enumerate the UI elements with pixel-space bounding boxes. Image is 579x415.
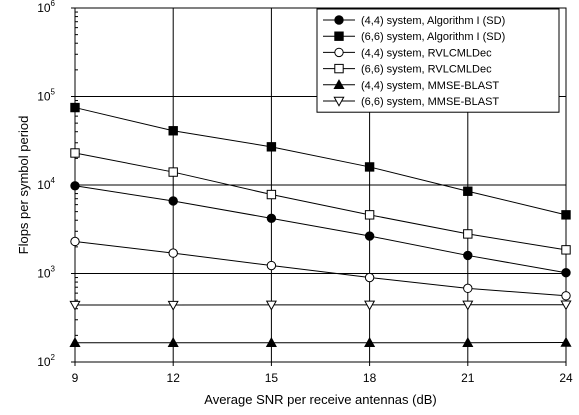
- y-tick-label: 106: [37, 0, 55, 15]
- series-2: [71, 237, 570, 300]
- data-point: [365, 232, 373, 240]
- series-3: [71, 149, 570, 254]
- data-point: [561, 338, 570, 346]
- data-point: [464, 251, 472, 259]
- data-point: [267, 143, 275, 151]
- data-point: [562, 292, 570, 300]
- legend-label: (4,4) system, Algorithm I (SD): [361, 15, 505, 27]
- data-point: [169, 249, 177, 257]
- legend-marker: [335, 32, 343, 40]
- data-point: [365, 211, 373, 219]
- y-axis-label: Flops per symbol period: [16, 116, 31, 255]
- legend-marker: [335, 16, 343, 24]
- y-tick-label: 103: [37, 265, 55, 281]
- data-point: [562, 211, 570, 219]
- x-tick-label: 24: [559, 371, 573, 385]
- y-tick-label: 102: [37, 353, 55, 369]
- legend-label: (6,6) system, RVLCMLDec: [361, 64, 492, 76]
- data-point: [71, 182, 79, 190]
- series-4: [70, 338, 570, 347]
- data-point: [169, 197, 177, 205]
- y-tick-label: 104: [37, 176, 55, 192]
- data-point: [365, 163, 373, 171]
- data-point: [562, 269, 570, 277]
- series-line: [75, 108, 566, 215]
- data-point: [464, 230, 472, 238]
- series-5: [70, 301, 570, 310]
- y-tick-label: 105: [37, 88, 55, 104]
- series-1: [71, 103, 570, 219]
- legend-marker: [335, 48, 343, 56]
- data-point: [267, 190, 275, 198]
- x-tick-label: 18: [363, 371, 377, 385]
- data-point: [71, 237, 79, 245]
- data-point: [267, 261, 275, 269]
- legend-label: (4,4) system, RVLCMLDec: [361, 47, 492, 59]
- x-tick-label: 21: [461, 371, 475, 385]
- series-line: [75, 153, 566, 250]
- data-point: [562, 246, 570, 254]
- legend: (4,4) system, Algorithm I (SD) (6,6) syst…: [317, 9, 559, 112]
- data-point: [169, 127, 177, 135]
- legend-label: (6,6) system, Algorithm I (SD): [361, 31, 505, 43]
- series-line: [75, 241, 566, 295]
- x-axis-label: Average SNR per receive antennas (dB): [204, 392, 436, 407]
- data-point: [464, 284, 472, 292]
- data-point: [464, 187, 472, 195]
- series-0: [71, 182, 570, 277]
- series-line: [75, 186, 566, 273]
- data-point: [267, 214, 275, 222]
- legend-label: (6,6) system, MMSE-BLAST: [361, 96, 499, 108]
- legend-label: (4,4) system, MMSE-BLAST: [361, 80, 499, 92]
- legend-marker: [335, 64, 343, 72]
- data-point: [71, 103, 79, 111]
- data-point: [365, 273, 373, 281]
- x-tick-label: 12: [167, 371, 181, 385]
- x-tick-label: 15: [265, 371, 279, 385]
- x-tick-label: 9: [72, 371, 79, 385]
- data-point: [169, 168, 177, 176]
- series: [70, 103, 570, 346]
- data-point: [71, 149, 79, 157]
